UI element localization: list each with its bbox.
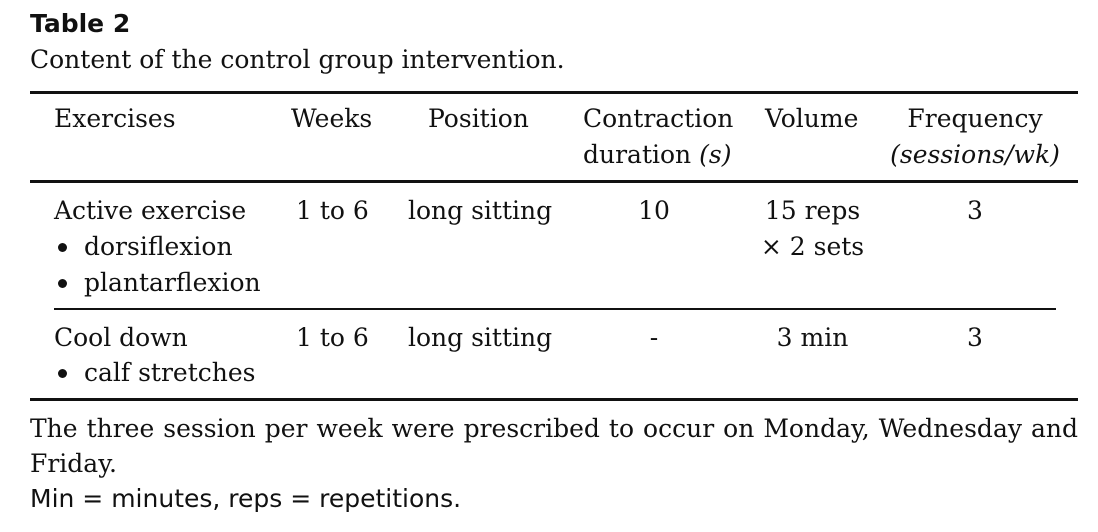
row1-contraction: 10 bbox=[638, 196, 670, 225]
header-contraction-unit: (s) bbox=[699, 140, 732, 169]
row1-sub-item-1-label: dorsiflexion bbox=[84, 232, 233, 261]
row1-volume-line2: × 2 sets bbox=[760, 232, 865, 261]
header-volume: Volume bbox=[765, 104, 859, 133]
header-contraction-line1: Contraction bbox=[583, 104, 734, 133]
header-frequency-unit: (sessions/wk) bbox=[890, 140, 1060, 169]
row1-weeks: 1 to 6 bbox=[296, 196, 369, 225]
header-contraction-label: duration bbox=[583, 140, 692, 169]
row2-frequency: 3 bbox=[967, 323, 983, 352]
header-weeks: Weeks bbox=[291, 104, 373, 133]
table-caption: Content of the control group interventio… bbox=[30, 45, 565, 74]
bullet-icon bbox=[58, 278, 67, 288]
header-frequency: Frequency bbox=[907, 104, 1043, 133]
footnote-line-1: The three session per week were prescrib… bbox=[30, 414, 1078, 443]
row1-sub-item-2: plantarflexion bbox=[54, 265, 261, 301]
row1-sub-item-2-label: plantarflexion bbox=[84, 268, 261, 297]
row2-contraction: - bbox=[649, 323, 659, 352]
row2-sub-item-1: calf stretches bbox=[54, 355, 256, 391]
header-rule bbox=[30, 180, 1078, 183]
row1-exercise: Active exercise bbox=[54, 196, 247, 225]
row1-position: long sitting bbox=[408, 196, 553, 225]
bullet-icon bbox=[58, 242, 67, 252]
table-bottom-rule bbox=[30, 398, 1078, 401]
row2-position: long sitting bbox=[408, 323, 553, 352]
table-label: Table 2 bbox=[30, 9, 131, 38]
header-contraction-line2: duration (s) bbox=[583, 137, 731, 173]
row2-volume: 3 min bbox=[776, 323, 849, 352]
table-top-rule bbox=[30, 91, 1078, 94]
header-position: Position bbox=[428, 104, 529, 133]
header-exercises: Exercises bbox=[54, 104, 176, 133]
footnote-line-2: Friday. bbox=[30, 449, 117, 478]
row2-sub-item-1-label: calf stretches bbox=[84, 358, 256, 387]
row-separator bbox=[54, 308, 1056, 310]
row1-volume-line1: 15 reps bbox=[764, 196, 861, 225]
row2-exercise: Cool down bbox=[54, 323, 188, 352]
row1-sub-item-1: dorsiflexion bbox=[54, 229, 233, 265]
footnote-abbreviations: Min = minutes, reps = repetitions. bbox=[30, 484, 462, 513]
row2-weeks: 1 to 6 bbox=[296, 323, 369, 352]
bullet-icon bbox=[58, 368, 67, 378]
row1-frequency: 3 bbox=[967, 196, 983, 225]
